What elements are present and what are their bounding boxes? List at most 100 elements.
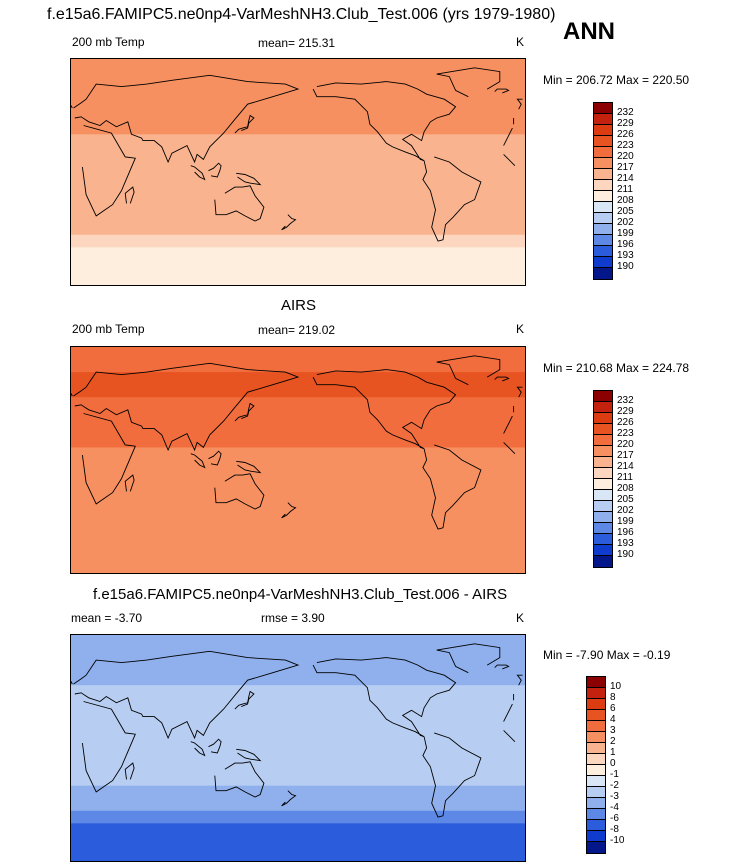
coastline-sumatra xyxy=(190,741,206,757)
coastline-nz xyxy=(281,790,297,807)
panel-3-units-label: K xyxy=(516,611,525,625)
colorbar-tick-label: 223 xyxy=(617,140,634,151)
colorbar-tick-label: 217 xyxy=(617,162,634,173)
zonal-band xyxy=(71,547,525,573)
coastline-australia xyxy=(214,761,265,798)
coastline-namerica xyxy=(312,369,457,450)
zonal-band xyxy=(71,635,525,661)
panel-2-units-label: K xyxy=(516,322,525,336)
colorbar-tick-label: 193 xyxy=(617,538,634,549)
coastline-australia xyxy=(214,473,265,510)
colorbar-tick-label: 4 xyxy=(610,714,616,725)
colorbar-tick-label: 223 xyxy=(617,428,634,439)
colorbar-tick-label: 211 xyxy=(617,184,633,195)
coastline-iceland xyxy=(494,88,510,94)
zonal-band xyxy=(71,810,525,824)
zonal-band xyxy=(71,660,525,686)
colorbar-tick-label: 196 xyxy=(617,527,634,538)
zonal-band xyxy=(71,84,525,110)
coastline-madagascar xyxy=(124,186,135,204)
map-svg xyxy=(71,347,525,573)
panel-1-minmax-label: Min = 206.72 Max = 220.50 xyxy=(543,73,690,87)
zonal-band xyxy=(71,447,525,474)
colorbar-tick-label: 2 xyxy=(610,736,616,747)
colorbar-tick-label: 208 xyxy=(617,195,634,206)
coastline-australia xyxy=(214,185,265,222)
panel-3-rmse-label: rmse = 3.90 xyxy=(261,611,325,625)
coastline-samerica xyxy=(422,444,482,530)
colorbar-tick-label: 211 xyxy=(617,472,633,483)
colorbar-tick-label: 232 xyxy=(617,107,634,118)
colorbar-tick-label: -6 xyxy=(610,813,619,824)
zonal-band xyxy=(71,785,525,812)
zonal-band xyxy=(71,234,525,248)
panel-1-map xyxy=(70,58,526,286)
panel-3-map xyxy=(70,634,526,862)
zonal-band xyxy=(71,397,525,423)
coastline-sumatra xyxy=(190,165,206,181)
colorbar-tick-label: 214 xyxy=(617,461,634,472)
zonal-band xyxy=(71,760,525,787)
colorbar-tick-label: 205 xyxy=(617,206,634,217)
colorbar-tick-label: 202 xyxy=(617,505,634,516)
colorbar-tick-label: -2 xyxy=(610,780,619,791)
zonal-band xyxy=(71,259,525,285)
zonal-band xyxy=(71,159,525,186)
zonal-band xyxy=(71,823,525,837)
panel-3-minmax-label: Min = -7.90 Max = -0.19 xyxy=(543,648,671,662)
map-svg xyxy=(71,635,525,861)
coastline-iceland xyxy=(494,376,510,382)
colorbar-tick-label: -4 xyxy=(610,802,619,813)
coastline-japan xyxy=(234,114,255,134)
panel-3-colorbar: 10 8 6 4 3 2 1 0 -1 -2 -3 -4 -6 -8 -10 xyxy=(586,676,666,858)
colorbar-tick-label: 226 xyxy=(617,417,634,428)
coastline-namerica xyxy=(312,81,457,162)
zonal-band xyxy=(71,184,525,211)
coastline-newguinea xyxy=(236,172,262,186)
panel-1-mean-label: mean= 215.31 xyxy=(258,36,336,50)
coastline-samerica xyxy=(422,156,482,242)
zonal-band xyxy=(71,209,525,236)
coastline-borneo xyxy=(208,162,222,178)
zonal-band xyxy=(71,835,525,861)
panel-1-units-label: K xyxy=(516,35,525,49)
colorbar-tick-label: 205 xyxy=(617,494,634,505)
colorbar-tick-label: 8 xyxy=(610,692,616,703)
zonal-band xyxy=(71,422,525,448)
zonal-band xyxy=(71,685,525,711)
coastline-uk xyxy=(71,674,523,686)
colorbar-tick-label: 202 xyxy=(617,217,634,228)
page-title: f.e15a6.FAMIPC5.ne0np4-VarMeshNH3.Club_T… xyxy=(47,6,556,23)
panel-2-colorbar: 232 229 226 223 220 217 214 211 208 205 202 199 196 1… xyxy=(593,390,673,572)
coastline-uk xyxy=(71,98,523,110)
zonal-band xyxy=(71,535,525,549)
coastline-madagascar xyxy=(124,762,135,780)
coastline-nz xyxy=(281,214,297,231)
panel-1-colorbar: 232 229 226 223 220 217 214 211 208 205 202 199 196 1… xyxy=(593,102,673,284)
zonal-band xyxy=(71,59,525,85)
colorbar-tick-label: 220 xyxy=(617,439,634,450)
coastline-greenland xyxy=(436,355,501,386)
colorbar-tick-label: 190 xyxy=(617,549,634,560)
panel-1-variable-label: 200 mb Temp xyxy=(72,35,145,49)
colorbar-tick-label: 226 xyxy=(617,129,634,140)
zonal-band xyxy=(71,134,525,160)
coastline-africa xyxy=(81,701,516,793)
colorbar-tick-label: -3 xyxy=(610,791,619,802)
coastline-samerica xyxy=(422,732,482,818)
colorbar-tick-label: 229 xyxy=(617,118,634,129)
panel-3-mean-label: mean = -3.70 xyxy=(71,611,143,625)
colorbar-tick-label: 1 xyxy=(610,747,616,758)
colorbar-tick-label: -8 xyxy=(610,824,619,835)
coastline-japan xyxy=(234,402,255,422)
coastline-uk xyxy=(71,386,523,398)
zonal-band xyxy=(71,372,525,398)
coastline-namerica xyxy=(312,657,457,738)
colorbar-tick-label: 10 xyxy=(610,681,622,692)
colorbar-tick-label: 214 xyxy=(617,173,634,184)
colorbar-tick-label: 229 xyxy=(617,406,634,417)
colorbar-swatch xyxy=(593,267,613,280)
colorbar-tick-label: 208 xyxy=(617,483,634,494)
panel-3-title: f.e15a6.FAMIPC5.ne0np4-VarMeshNH3.Club_T… xyxy=(93,586,508,603)
zonal-band xyxy=(71,497,525,524)
